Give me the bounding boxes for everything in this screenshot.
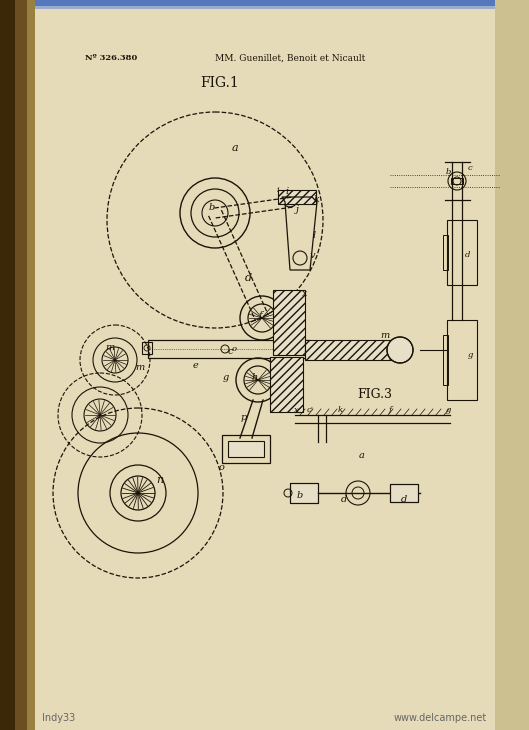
Text: m: m: [380, 331, 390, 339]
Bar: [142, 342, 152, 354]
Text: d: d: [244, 273, 252, 283]
Text: d: d: [341, 494, 347, 504]
Bar: [290, 483, 318, 503]
Text: i: i: [286, 186, 288, 196]
Text: x: x: [294, 406, 298, 414]
Bar: [148, 340, 310, 358]
Text: m: m: [135, 364, 144, 372]
Bar: [27, 0, 35, 730]
Text: n: n: [157, 475, 163, 485]
Text: o: o: [232, 345, 236, 353]
Text: p: p: [241, 413, 247, 423]
Bar: [495, 0, 529, 730]
Bar: [35, 6, 495, 9]
Bar: [305, 340, 400, 360]
Bar: [390, 484, 418, 502]
Text: c: c: [227, 347, 233, 356]
Text: o: o: [219, 464, 225, 472]
Bar: [447, 220, 477, 285]
Bar: [270, 357, 303, 412]
Text: x: x: [302, 288, 308, 298]
Text: e: e: [192, 361, 198, 369]
Text: g: g: [445, 406, 451, 414]
Circle shape: [387, 337, 413, 363]
Bar: [222, 435, 270, 463]
Bar: [443, 335, 448, 385]
Text: h: h: [252, 374, 258, 383]
Text: g: g: [223, 374, 229, 383]
Text: d: d: [401, 494, 407, 504]
Text: MM. Guenillet, Benoit et Nicault: MM. Guenillet, Benoit et Nicault: [215, 53, 365, 63]
Text: www.delcampe.net: www.delcampe.net: [394, 713, 487, 723]
Text: a: a: [232, 143, 238, 153]
Bar: [390, 484, 418, 502]
Bar: [273, 290, 305, 355]
Bar: [228, 441, 264, 457]
Bar: [290, 483, 318, 503]
Bar: [0, 0, 15, 730]
Text: b: b: [445, 168, 451, 176]
Text: k: k: [338, 406, 343, 414]
Text: v: v: [309, 252, 315, 261]
Text: m: m: [105, 344, 115, 353]
Text: k: k: [314, 196, 320, 204]
Bar: [447, 320, 477, 400]
Text: f: f: [258, 312, 262, 320]
Text: f: f: [388, 406, 391, 414]
Text: j: j: [296, 206, 298, 215]
Text: l: l: [313, 231, 316, 239]
Text: c: c: [468, 164, 472, 172]
Text: c': c': [306, 406, 314, 414]
Text: i: i: [277, 186, 279, 194]
Text: FIG.1: FIG.1: [200, 76, 240, 90]
Bar: [35, 0, 495, 730]
Bar: [278, 190, 316, 204]
Bar: [443, 235, 448, 270]
Text: a: a: [359, 450, 365, 459]
Text: Indy33: Indy33: [42, 713, 75, 723]
Text: g: g: [467, 351, 473, 359]
Text: Nº 326.380: Nº 326.380: [85, 54, 137, 62]
Text: b: b: [209, 202, 215, 212]
Text: d: d: [466, 251, 471, 259]
Bar: [35, 0, 495, 6]
Bar: [35, 0, 495, 730]
Text: b: b: [297, 491, 303, 499]
Text: FIG.3: FIG.3: [358, 388, 393, 402]
Bar: [451, 178, 463, 184]
Bar: [15, 0, 27, 730]
